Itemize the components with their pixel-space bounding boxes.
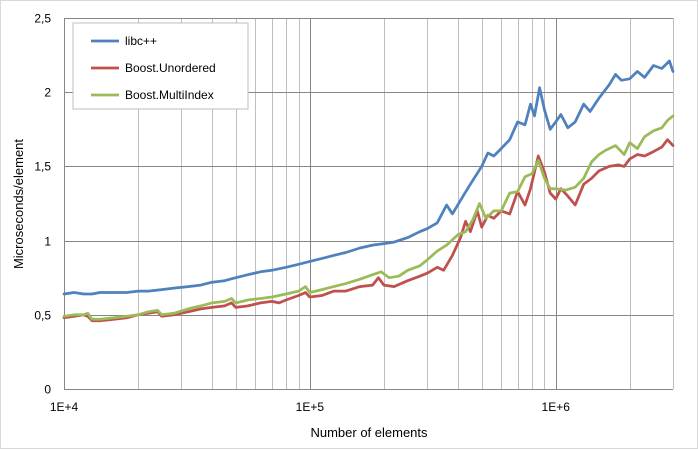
legend-label: Boost.MultiIndex: [125, 88, 214, 102]
y-tick-label: 0: [44, 383, 51, 397]
y-tick-label: 2: [44, 86, 51, 100]
y-axis-label: Microseconds/element: [11, 139, 26, 269]
x-tick-label: 1E+6: [542, 400, 571, 414]
legend-label: libc++: [125, 34, 157, 48]
series-line-1: [62, 59, 675, 296]
x-tick-label: 1E+4: [50, 400, 79, 414]
series-line-3: [62, 114, 675, 321]
y-tick-label: 1,5: [34, 160, 51, 174]
series-lines: [62, 59, 675, 323]
y-tick-label: 2,5: [34, 12, 51, 26]
x-axis-label: Number of elements: [310, 425, 428, 440]
axes: [64, 18, 673, 390]
legend[interactable]: libc++ Boost.Unordered Boost.MultiIndex: [72, 22, 249, 110]
x-tick-labels: 1E+4 1E+5 1E+6: [50, 400, 570, 414]
y-tick-label: 1: [44, 235, 51, 249]
series-line-2: [62, 138, 675, 323]
y-tick-labels: 0 0,5 1 1,5 2 2,5: [34, 12, 51, 397]
x-tick-label: 1E+5: [296, 400, 325, 414]
legend-label: Boost.Unordered: [125, 61, 216, 75]
y-tick-label: 0,5: [34, 309, 51, 323]
